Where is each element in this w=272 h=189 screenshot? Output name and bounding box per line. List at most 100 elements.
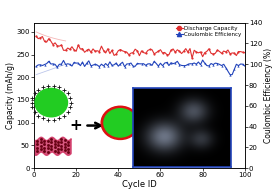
Point — [207, 47, 211, 50]
Point — [110, 64, 114, 67]
Y-axis label: Capacity (mAh/g): Capacity (mAh/g) — [6, 62, 15, 129]
Point — [42, 63, 47, 66]
Point — [106, 64, 110, 67]
Point — [93, 63, 97, 66]
Point — [220, 64, 224, 67]
Point — [144, 64, 148, 67]
Point — [240, 63, 245, 66]
Circle shape — [104, 109, 137, 137]
Point — [106, 47, 110, 50]
Y-axis label: Coulombic Efficiency (%): Coulombic Efficiency (%) — [264, 48, 272, 143]
Circle shape — [147, 110, 177, 136]
Point — [190, 57, 194, 60]
Point — [165, 61, 169, 64]
Point — [38, 36, 42, 39]
Point — [135, 49, 140, 52]
Point — [236, 50, 241, 53]
Legend: Discharge Capacity, Coulombic Efficiency: Discharge Capacity, Coulombic Efficiency — [175, 26, 242, 38]
Point — [89, 64, 93, 67]
Point — [139, 50, 144, 53]
Point — [122, 50, 127, 53]
X-axis label: Cycle ID: Cycle ID — [122, 180, 157, 189]
Point — [156, 65, 160, 68]
Point — [160, 52, 165, 55]
Point — [85, 49, 89, 52]
Point — [93, 50, 97, 53]
Point — [236, 64, 241, 67]
Point — [89, 51, 93, 54]
Point — [34, 35, 38, 38]
Point — [63, 63, 68, 66]
Point — [181, 64, 186, 67]
Point — [228, 73, 232, 76]
Point — [148, 62, 152, 65]
Point — [173, 61, 177, 64]
Point — [224, 66, 228, 69]
Point — [114, 61, 118, 64]
Point — [152, 60, 156, 63]
Point — [198, 63, 203, 66]
Point — [215, 49, 220, 52]
Point — [47, 37, 51, 40]
Point — [152, 52, 156, 55]
Point — [80, 47, 85, 50]
Point — [101, 49, 106, 52]
Point — [181, 50, 186, 53]
Point — [101, 64, 106, 67]
Point — [68, 48, 72, 51]
Point — [34, 65, 38, 68]
Point — [215, 62, 220, 65]
Point — [203, 51, 207, 54]
Point — [51, 43, 55, 46]
Point — [198, 50, 203, 53]
Point — [173, 51, 177, 54]
Point — [190, 62, 194, 65]
Point — [203, 62, 207, 65]
Point — [59, 63, 64, 66]
Circle shape — [35, 88, 67, 117]
Circle shape — [144, 107, 180, 139]
Point — [148, 48, 152, 51]
Point — [131, 51, 135, 54]
Point — [186, 51, 190, 54]
Point — [169, 61, 173, 64]
Point — [228, 52, 232, 55]
Point — [232, 68, 236, 71]
Point — [169, 49, 173, 52]
Point — [55, 66, 59, 69]
Point — [63, 49, 68, 52]
Point — [139, 62, 144, 65]
Point — [97, 65, 101, 68]
Point — [194, 50, 199, 53]
Point — [224, 50, 228, 53]
Point — [97, 50, 101, 53]
Point — [186, 63, 190, 66]
Text: +: + — [69, 118, 82, 133]
Point — [122, 65, 127, 68]
Point — [38, 63, 42, 66]
Point — [114, 53, 118, 56]
Point — [127, 62, 131, 65]
Point — [156, 50, 160, 53]
Point — [135, 62, 140, 65]
Point — [110, 49, 114, 52]
Point — [76, 61, 81, 64]
Point — [127, 53, 131, 56]
Point — [211, 63, 215, 66]
Point — [177, 63, 182, 66]
Point — [72, 61, 76, 64]
Point — [240, 51, 245, 54]
Point — [207, 64, 211, 67]
Point — [232, 52, 236, 55]
Point — [220, 52, 224, 55]
Point — [55, 44, 59, 47]
Point — [131, 65, 135, 68]
Point — [118, 48, 123, 51]
Point — [144, 52, 148, 55]
Point — [68, 63, 72, 66]
Point — [194, 63, 199, 66]
Point — [72, 48, 76, 51]
Point — [211, 53, 215, 56]
Point — [118, 62, 123, 65]
Point — [76, 43, 81, 46]
